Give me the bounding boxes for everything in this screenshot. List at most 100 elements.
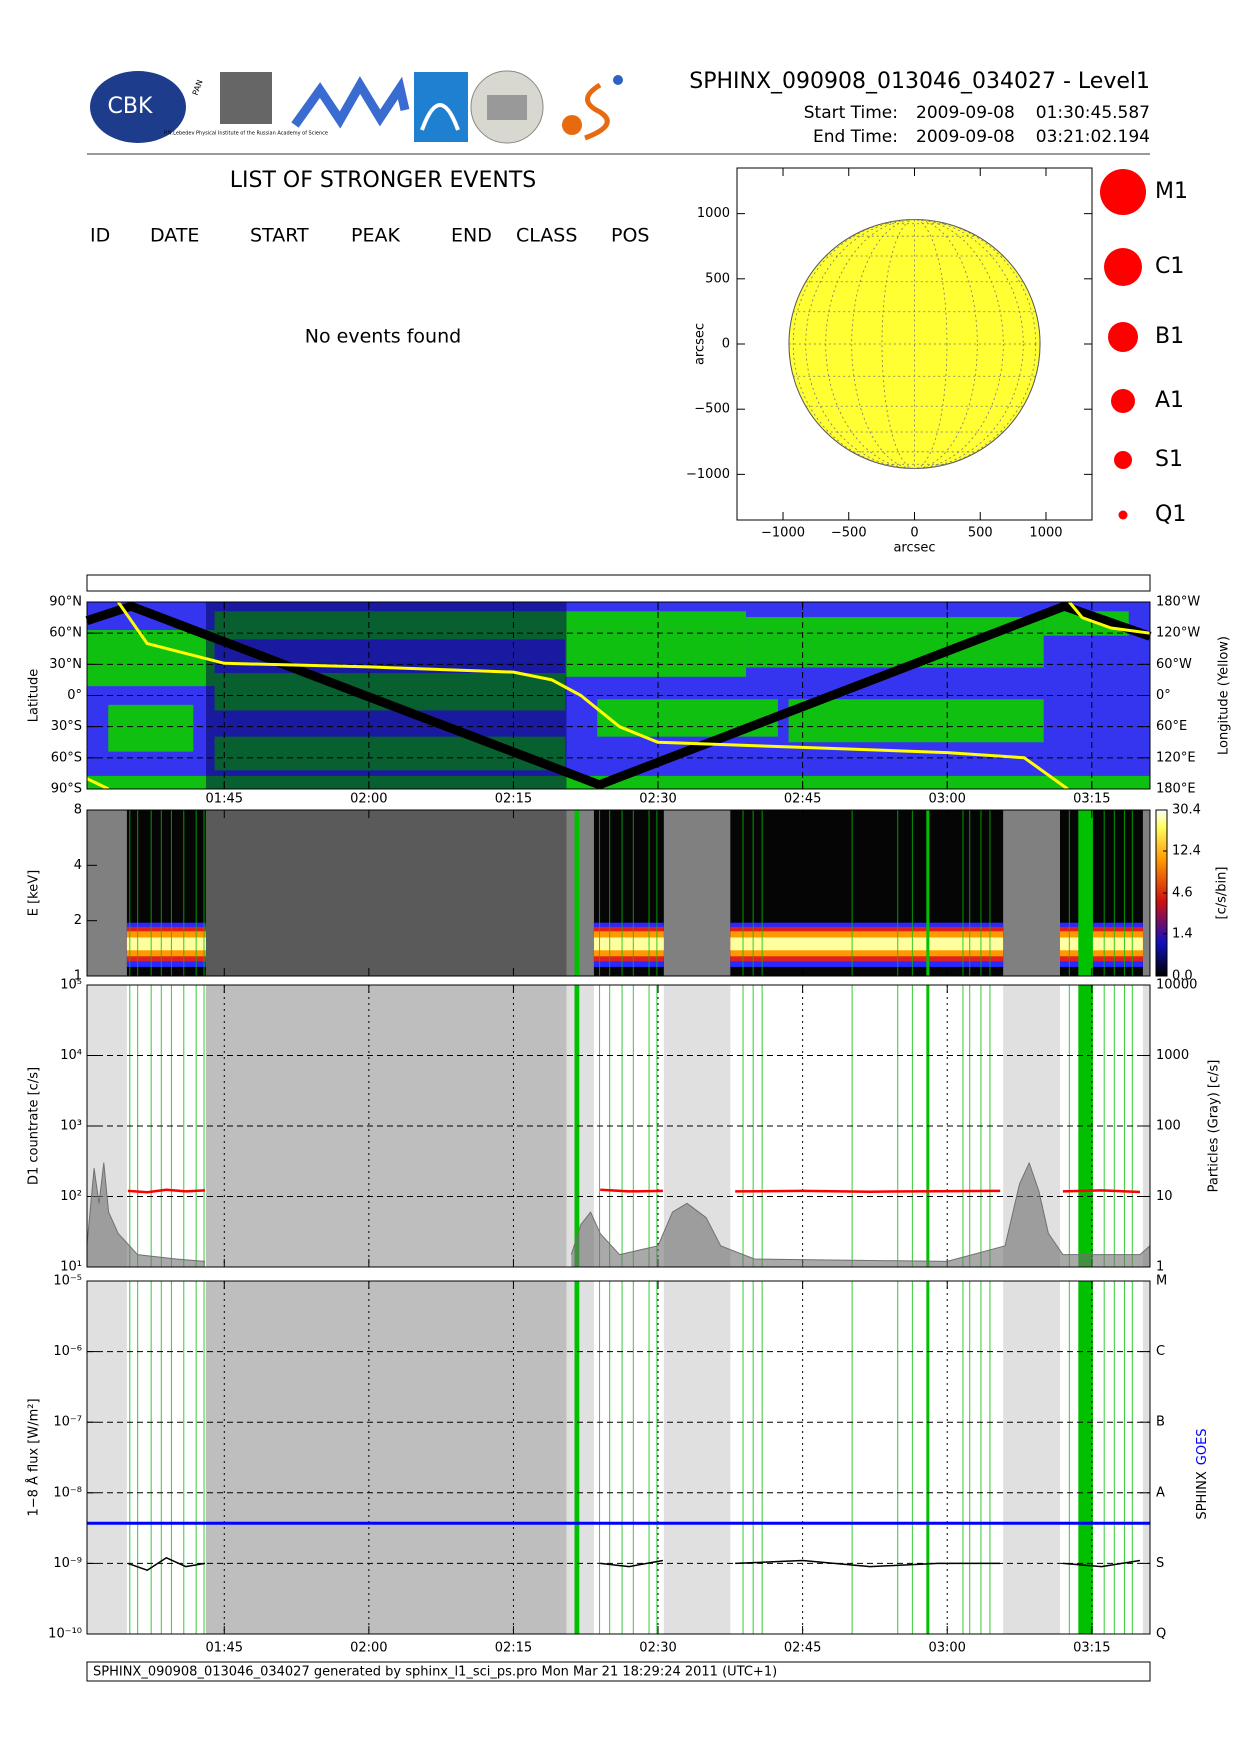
y-tick-label: B: [1156, 1415, 1165, 1430]
logo-lebedev: [220, 72, 272, 124]
y-tick-label: 0: [722, 337, 730, 352]
colorbar-tick-label: 4.6: [1172, 886, 1193, 901]
y-tick-label: 0°: [1156, 688, 1171, 703]
legend-marker: [1104, 248, 1142, 286]
y-tick-label: 10⁻⁸: [53, 1485, 82, 1500]
observation-segment: [730, 1281, 1004, 1634]
y-tick-label: 1: [1156, 1260, 1164, 1275]
y-tick-label: 10⁻⁵: [53, 1274, 82, 1289]
report-title: SPHINX_090908_013046_034027 - Level1: [689, 69, 1150, 94]
empty-bar: [86, 574, 1151, 592]
x-tick-label: 02:45: [784, 792, 821, 807]
y-tick-label: 10⁻⁹: [53, 1556, 82, 1571]
y-tick-label: 10⁻⁷: [53, 1415, 82, 1430]
land: [565, 611, 747, 677]
y-tick-label: 10³: [60, 1119, 82, 1134]
events-message: No events found: [305, 326, 461, 348]
x-tick-label: −1000: [761, 526, 805, 541]
x-tick-label: 02:30: [639, 792, 676, 807]
data-line: [86, 601, 1151, 791]
y-tick-label: −1000: [686, 467, 730, 482]
y-tick-label: 10⁻⁶: [53, 1344, 82, 1359]
y-tick-label: 1: [74, 969, 82, 984]
saa-region: [205, 985, 567, 1267]
panel-frame: [86, 809, 1151, 977]
end-time: 03:21:02.194: [1036, 127, 1150, 147]
x-tick-label: 03:00: [928, 792, 965, 807]
event-flag-band: [574, 810, 580, 976]
legend-entry: SPHINX: [1195, 1471, 1210, 1519]
y-tick-label: 30°S: [51, 719, 82, 734]
event-flag-band: [574, 1281, 580, 1634]
logo-text: CBK: [108, 94, 153, 119]
axis-label: E [keV]: [27, 870, 42, 916]
y-tick-label: 10⁴: [60, 1048, 82, 1063]
axis-label: 1−8 Å flux [W/m²]: [26, 1398, 42, 1516]
observation-segment: [593, 1281, 664, 1634]
y-tick-label: 60°N: [49, 626, 82, 641]
legend-label: M1: [1155, 179, 1188, 204]
x-tick-label: 1000: [1029, 526, 1062, 541]
axis-label: Latitude: [27, 669, 42, 723]
colorbar-tick-label: 12.4: [1172, 844, 1201, 859]
y-tick-label: 120°W: [1156, 626, 1200, 641]
x-tick-label: 03:00: [928, 1641, 965, 1656]
legend-label: S1: [1155, 447, 1183, 472]
x-tick-label: 03:15: [1073, 1641, 1110, 1656]
x-tick-label: 500: [968, 526, 993, 541]
event-flag-band: [1078, 810, 1093, 976]
x-tick-label: 02:00: [350, 792, 387, 807]
events-title: LIST OF STRONGER EVENTS: [230, 168, 537, 193]
series-legend: SPHINX GOES: [1195, 1428, 1210, 1519]
legend-label: A1: [1155, 388, 1184, 413]
column-header: END: [451, 225, 492, 247]
y-tick-label: 60°S: [51, 750, 82, 765]
event-flag-band: [574, 985, 580, 1267]
land: [746, 616, 1044, 668]
logo-dot: [613, 75, 623, 85]
x-tick-label: 02:45: [784, 1641, 821, 1656]
y-tick-label: 180°E: [1156, 782, 1196, 797]
y-tick-label: A: [1156, 1485, 1165, 1500]
axis-label: D1 countrate [c/s]: [27, 1067, 42, 1185]
column-header: ID: [90, 225, 110, 247]
y-tick-label: S: [1156, 1556, 1164, 1571]
panel-frame: [86, 601, 1151, 790]
legend-label: B1: [1155, 324, 1184, 349]
y-tick-label: 1000: [697, 206, 730, 221]
observation-segment: [1060, 1281, 1143, 1634]
sun-meridian: [881, 219, 948, 469]
legend-label: Q1: [1155, 502, 1186, 527]
column-header: PEAK: [351, 225, 400, 247]
axis-label: Particles (Gray) [c/s]: [1207, 1060, 1222, 1193]
y-tick-label: 10⁵: [60, 978, 82, 993]
logo-sun: [562, 115, 582, 135]
logo-building: [487, 95, 527, 120]
intensity-band: [593, 937, 664, 951]
sun-meridian: [851, 219, 978, 469]
y-tick-label: 10000: [1156, 978, 1197, 993]
axis-label: Longitude (Yellow): [1217, 636, 1232, 755]
x-tick-label: 02:00: [350, 1641, 387, 1656]
y-tick-label: 10⁻¹⁰: [48, 1627, 82, 1642]
y-tick-label: C: [1156, 1344, 1165, 1359]
y-tick-label: 120°E: [1156, 750, 1196, 765]
y-axis-label: arcsec: [693, 323, 708, 365]
event-flag-band: [926, 1281, 930, 1634]
column-header: DATE: [150, 225, 199, 247]
intensity-band: [1060, 937, 1143, 951]
event-flag-band: [1078, 1281, 1093, 1634]
y-tick-label: 10²: [60, 1189, 82, 1204]
legend-marker: [1111, 389, 1135, 413]
colorbar-tick-label: 30.4: [1172, 803, 1201, 818]
particles-area: [86, 1162, 1150, 1267]
y-tick-label: 8: [74, 803, 82, 818]
column-header: CLASS: [516, 225, 577, 247]
colorbar-tick-label: 0.0: [1172, 969, 1193, 984]
logo-s: [584, 82, 610, 141]
legend-marker: [1114, 451, 1132, 469]
y-tick-label: 30°N: [49, 657, 82, 672]
x-tick-label: 01:45: [206, 792, 243, 807]
intensity-band: [730, 937, 1004, 951]
start-date: 2009-09-08: [916, 103, 1015, 123]
